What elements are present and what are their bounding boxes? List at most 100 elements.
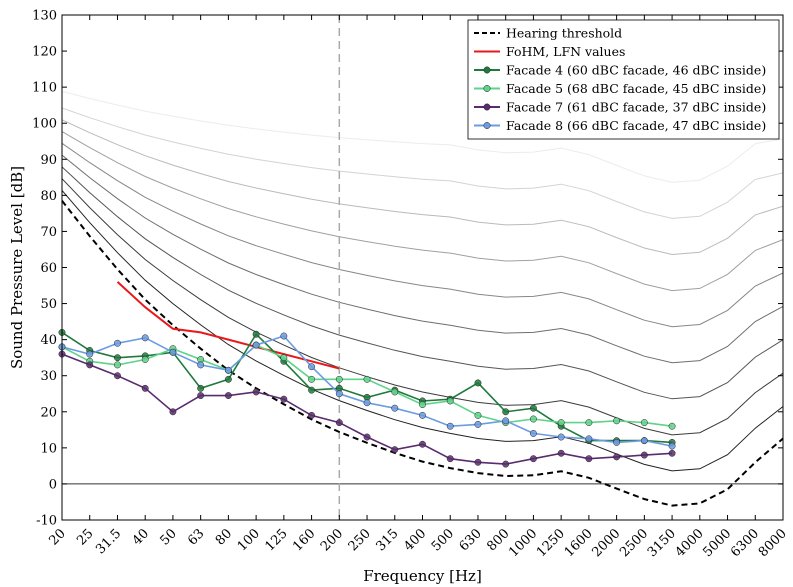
data-point [613, 438, 621, 446]
data-point [557, 449, 565, 457]
legend-marker [483, 122, 491, 129]
x-tick-label: 63 [185, 526, 207, 548]
data-point [114, 361, 121, 369]
guides [62, 15, 783, 520]
legend-entry: Facade 4 (60 dBC facade, 46 dBC inside) [506, 63, 766, 78]
x-tick-label: 40 [130, 526, 152, 548]
data-point [308, 363, 316, 371]
x-tick-label: 6300 [728, 526, 762, 560]
legend-box [467, 19, 780, 140]
data-point [363, 399, 371, 407]
data-point [280, 354, 288, 362]
data-point [252, 388, 260, 396]
data-point [224, 392, 232, 400]
data-point [640, 437, 648, 445]
x-tick-label: 80 [213, 526, 235, 548]
series-5 [58, 332, 676, 450]
x-tick-label: 5000 [700, 526, 734, 560]
data-point [502, 417, 510, 425]
data-point [668, 422, 676, 430]
data-point [308, 411, 316, 419]
x-tick-label: 4000 [673, 526, 707, 560]
x-tick-label: 31.5 [93, 526, 124, 557]
data-point [585, 455, 593, 463]
series-line [61, 353, 673, 465]
legend-entry: Facade 7 (61 dBC facade, 37 dBC inside) [506, 100, 766, 115]
legend: Hearing threshold FoHM, LFN values Facade … [467, 19, 780, 140]
data-point [613, 417, 621, 425]
data-point [585, 419, 593, 427]
x-tick-label: 1250 [534, 526, 568, 560]
legend-marker [483, 85, 491, 92]
x-tick-label: 2500 [617, 526, 651, 560]
data-point [502, 460, 510, 468]
y-tick-label: 110 [32, 81, 57, 96]
data-point [557, 433, 565, 441]
data-point [335, 419, 343, 427]
y-tick-label: 120 [32, 45, 57, 60]
y-tick-label: 80 [40, 189, 57, 204]
series-line [61, 200, 784, 507]
x-tick-label: 20 [47, 526, 69, 548]
contour-30 [61, 166, 784, 400]
x-tick-label: 2000 [589, 526, 623, 560]
x-tick-label: 50 [157, 526, 179, 548]
y-tick-label: 30 [40, 369, 57, 384]
data-point [197, 392, 205, 400]
series-line [61, 344, 673, 427]
series-0 [61, 200, 784, 507]
data-point [529, 415, 537, 423]
data-point [391, 388, 399, 396]
y-tick-label: 70 [40, 225, 57, 240]
y-axis-label: Sound Pressure Level [dB] [8, 166, 26, 369]
x-tick-label: 100 [235, 526, 263, 554]
equal-loudness-curves [61, 90, 784, 472]
legend-marker [483, 66, 491, 74]
data-point [197, 384, 205, 392]
data-point [169, 408, 177, 416]
data-point [391, 446, 399, 454]
y-tick-label: 10 [40, 441, 57, 456]
x-tick-label: 8000 [756, 526, 790, 560]
data-point [141, 334, 149, 342]
y-tick-label: 130 [32, 9, 57, 24]
data-point [308, 375, 316, 383]
series-line [61, 335, 673, 447]
legend-entry: FoHM, LFN values [506, 44, 625, 59]
data-point [502, 408, 510, 416]
y-tick-label: 20 [40, 405, 57, 420]
y-tick-label: 0 [49, 477, 57, 492]
data-point [446, 455, 454, 463]
x-axis-label: Frequency [Hz] [363, 567, 482, 585]
data-point [529, 455, 537, 463]
data-point [529, 429, 537, 437]
data-point [557, 419, 565, 427]
data-point [86, 350, 94, 358]
x-tick-label: 1600 [562, 526, 596, 560]
series-2 [58, 328, 676, 446]
x-tick-label: 1000 [506, 526, 540, 560]
data-point [197, 361, 205, 369]
data-point [141, 384, 149, 392]
y-tick-label: -10 [36, 514, 57, 529]
data-point [280, 395, 288, 403]
data-point [114, 339, 121, 347]
data-point [86, 361, 94, 369]
x-tick-label: 400 [401, 526, 429, 554]
data-point [640, 451, 648, 459]
data-point [335, 390, 343, 398]
contour-20 [61, 178, 784, 436]
series-line [116, 281, 340, 370]
contour-80 [61, 107, 784, 219]
data-point [668, 449, 676, 457]
y-tick-label: 50 [40, 297, 57, 312]
data-point [252, 330, 260, 338]
y-tick-label: 60 [40, 261, 57, 276]
contour-50 [61, 142, 784, 328]
contour-90 [61, 90, 784, 183]
contour-70 [61, 119, 784, 256]
contour-60 [61, 131, 784, 292]
data-point [474, 379, 482, 387]
data-point [391, 404, 399, 412]
data-point [613, 453, 621, 461]
